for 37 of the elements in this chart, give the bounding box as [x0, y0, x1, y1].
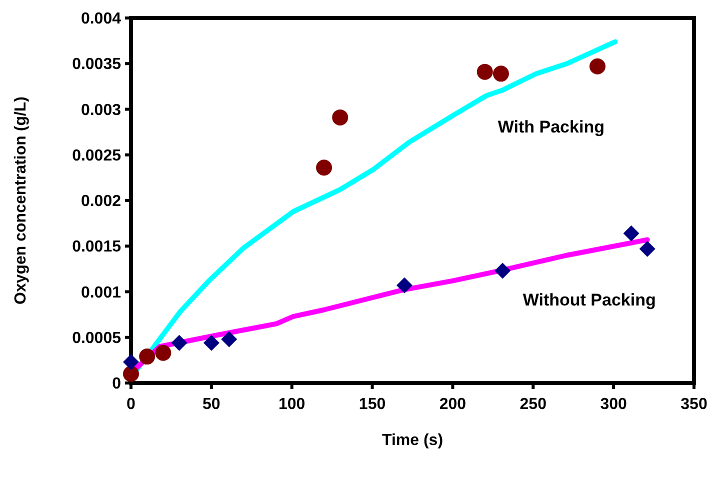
point [155, 344, 172, 361]
y-tick-label: 0.0005 [72, 330, 122, 347]
point [203, 334, 220, 351]
point [221, 331, 238, 348]
point [476, 64, 493, 80]
point [589, 58, 606, 74]
point [316, 160, 332, 176]
y-tick-label: 0.004 [80, 10, 122, 28]
y-tick-label: 0.003 [80, 102, 122, 119]
x-tick-label: 100 [278, 396, 306, 413]
point [492, 66, 509, 82]
y-tick-label: 0.0015 [72, 238, 122, 256]
x-tick-label: 150 [358, 396, 386, 413]
y-tick-label: 0.002 [80, 193, 122, 210]
x-tick-label: 250 [520, 396, 547, 413]
x-tick-label: 50 [202, 396, 220, 413]
point [332, 109, 348, 126]
x-tick-label: 0 [126, 396, 136, 413]
point [139, 348, 156, 365]
series-label: With Packing [498, 118, 604, 137]
point [494, 262, 511, 279]
x-axis-title: Time (s) [382, 432, 444, 449]
x-tick-label: 350 [680, 396, 708, 413]
point [396, 277, 412, 294]
point [639, 240, 656, 257]
y-tick-label: 0 [112, 376, 122, 393]
x-tick-label: 200 [439, 396, 466, 413]
point [623, 225, 640, 242]
series-label: Without Packing [522, 290, 656, 310]
point [123, 366, 139, 382]
y-tick-label: 0.0025 [72, 147, 122, 164]
y-axis-title: Oxygen concentration (g/L) [12, 96, 30, 305]
y-tick-label: 0.0035 [72, 56, 122, 74]
point [123, 354, 139, 370]
y-tick-label: 0.001 [80, 284, 122, 302]
point [171, 334, 188, 351]
x-tick-label: 300 [600, 396, 628, 413]
